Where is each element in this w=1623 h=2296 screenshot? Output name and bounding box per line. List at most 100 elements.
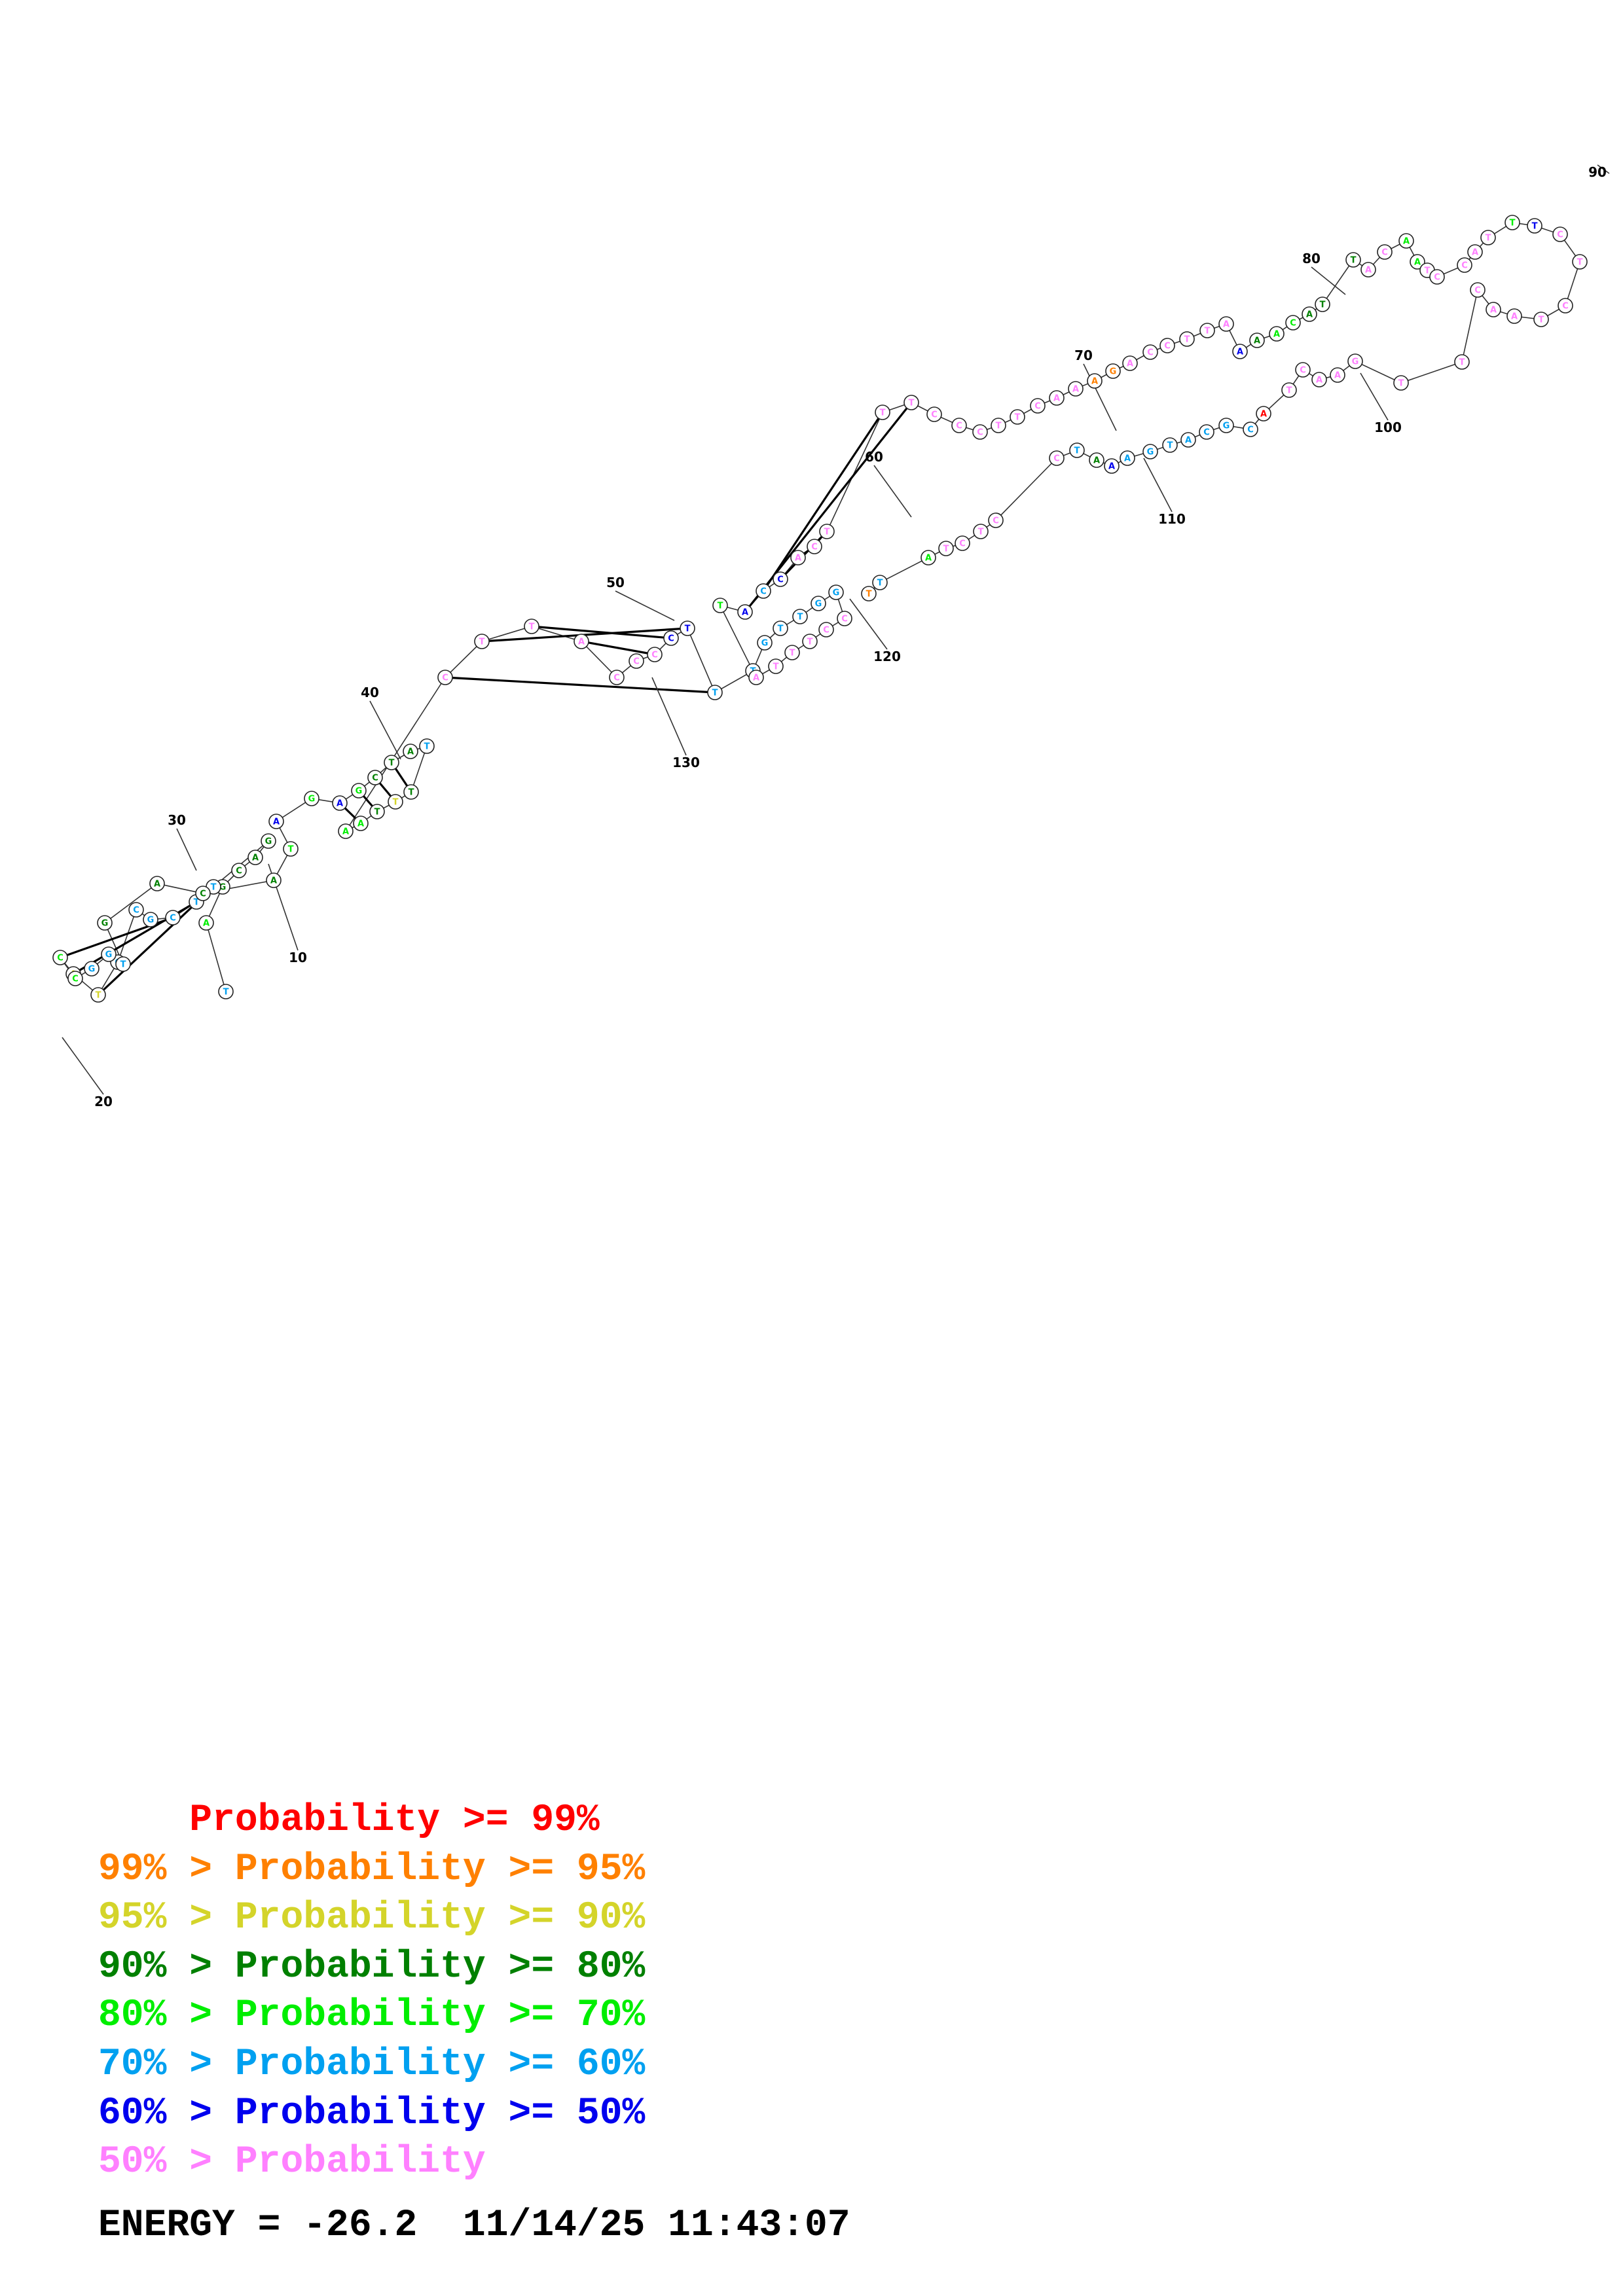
legend-text: Probability >= 60% <box>234 2043 646 2086</box>
nucleotide: T <box>1480 230 1496 245</box>
nucleotide-circle <box>1104 458 1120 474</box>
nucleotide-letter: T <box>529 622 535 632</box>
nucleotide-letter: A <box>1108 462 1115 472</box>
position-label: 80 <box>1302 251 1321 266</box>
nucleotide-letter: C <box>823 626 830 636</box>
nucleotide: C <box>437 670 453 685</box>
nucleotide-circle <box>304 791 319 806</box>
nucleotide: T <box>784 645 800 660</box>
nucleotide: T <box>1069 442 1085 458</box>
nucleotide: C <box>1470 282 1486 298</box>
nucleotide: T <box>707 685 723 700</box>
nucleotide-letter: A <box>1223 320 1230 330</box>
nucleotide: C <box>1377 244 1393 260</box>
nucleotide: C <box>609 670 625 685</box>
nucleotide: T <box>218 984 234 999</box>
nucleotide: A <box>247 850 263 865</box>
nucleotide: A <box>1398 233 1414 249</box>
nucleotide-letter: T <box>685 624 691 634</box>
energy-footer: ENERGY = -26.2 11/14/25 11:43:07 <box>98 2204 850 2247</box>
nucleotide: T <box>1393 375 1409 391</box>
nucleotide: C <box>773 571 788 587</box>
nucleotide: T <box>1179 331 1195 347</box>
nucleotide-letter: C <box>977 428 983 438</box>
nucleotide-letter: A <box>1273 330 1280 340</box>
nucleotide-circle <box>1506 308 1522 324</box>
nucleotide-letter: A <box>753 673 759 683</box>
legend-text: Probability <box>234 2141 486 2184</box>
nucleotide-circle <box>367 770 383 785</box>
nucleotide: A <box>1486 302 1501 317</box>
nucleotide: G <box>261 833 276 849</box>
legend-row: 90% > Probability >= 80% <box>98 1943 645 1992</box>
nucleotide-letter: C <box>1034 402 1041 412</box>
nucleotide: T <box>1454 354 1470 370</box>
nucleotide-letter: C <box>1147 348 1154 358</box>
nucleotide: A <box>338 823 354 839</box>
nucleotide-letter: A <box>1072 385 1079 395</box>
nucleotide: C <box>1295 362 1311 378</box>
nucleotide-letter: A <box>273 817 280 827</box>
position-label: 90 <box>1588 164 1607 180</box>
nucleotide-letter: A <box>1403 237 1410 247</box>
nucleotide-letter: C <box>133 906 139 916</box>
nucleotide: A <box>1249 332 1265 348</box>
legend-text: Probability >= 50% <box>234 2092 646 2135</box>
nucleotide-letter: G <box>101 919 109 929</box>
nucleotide-circle <box>1572 254 1588 270</box>
nucleotide-letter: C <box>1053 454 1060 464</box>
nucleotide: T <box>872 575 888 590</box>
nucleotide: T <box>861 586 877 601</box>
nucleotide: G <box>304 791 319 806</box>
nucleotide-circle <box>1105 363 1121 379</box>
nucleotide-circle <box>629 653 644 669</box>
nucleotide-circle <box>353 816 369 831</box>
nucleotide-letter: G <box>88 965 96 975</box>
nucleotide-circle <box>1218 418 1234 433</box>
nucleotide-letter: T <box>1510 219 1516 228</box>
position-tick <box>1360 372 1389 421</box>
nucleotide-letter: T <box>120 960 126 970</box>
nucleotide: T <box>973 524 989 539</box>
nucleotide-letter: C <box>777 575 784 585</box>
nucleotide-circle <box>773 620 788 636</box>
nucleotide: G <box>143 912 158 927</box>
nucleotide: C <box>1199 424 1214 440</box>
nucleotide-circle <box>1256 406 1271 422</box>
nucleotide-circle <box>972 424 988 440</box>
nucleotide-circle <box>97 915 113 931</box>
position-label: 10 <box>289 950 307 965</box>
nucleotide-circle <box>973 524 989 539</box>
nucleotide: T <box>1527 218 1542 234</box>
nucleotide-circle <box>991 418 1006 433</box>
energy-value: ENERGY = -26.2 <box>98 2204 418 2247</box>
nucleotide-circle <box>1330 367 1345 383</box>
nucleotide: A <box>790 550 806 565</box>
nucleotide-letter: C <box>811 543 818 552</box>
nucleotide-circle <box>1049 450 1065 466</box>
nucleotide: C <box>818 622 834 637</box>
nucleotide-circle <box>1249 332 1265 348</box>
nucleotide-circle <box>101 946 117 962</box>
nucleotide-circle <box>872 575 888 590</box>
nucleotide-letter: T <box>866 590 872 600</box>
nucleotide: A <box>403 744 418 759</box>
nucleotide-letter: C <box>1247 425 1254 435</box>
legend-text: Probability >= 80% <box>234 1945 646 1988</box>
nucleotide: A <box>1068 381 1084 397</box>
nucleotide-letter: C <box>170 914 176 924</box>
nucleotide-circle <box>247 850 263 865</box>
nucleotide-letter: A <box>795 554 801 564</box>
nucleotide-circle <box>388 794 403 810</box>
nucleotide-letter: T <box>1486 234 1491 243</box>
nucleotide-circle <box>52 950 68 965</box>
nucleotide-circle <box>663 630 679 646</box>
nucleotide: C <box>955 535 970 551</box>
nucleotide-letter: C <box>613 673 620 683</box>
nucleotide-letter: T <box>1167 441 1173 451</box>
position-ticks: 10 20 30 40 50 60 70 80 90 100 110 120 130 <box>62 164 1610 1109</box>
nucleotide-circle <box>1243 422 1258 437</box>
nucleotide-letter: T <box>409 788 414 798</box>
nucleotide-circle <box>1398 233 1414 249</box>
nucleotide-letter: T <box>1320 300 1326 310</box>
